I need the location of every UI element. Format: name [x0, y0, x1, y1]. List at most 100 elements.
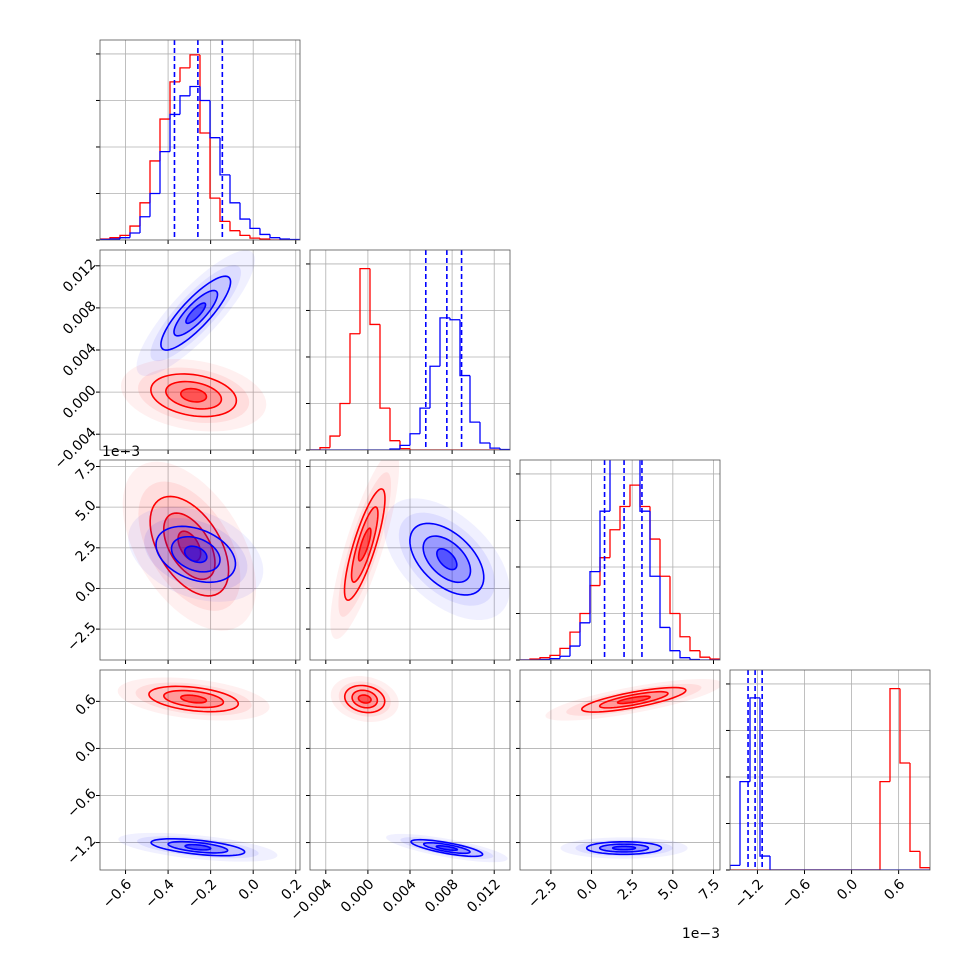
hist-bin [219, 198, 230, 223]
contour [410, 838, 484, 858]
hist-bin [289, 238, 300, 240]
hist-bin [199, 54, 210, 134]
hist-bin [499, 448, 510, 450]
hist-bin [209, 100, 220, 139]
panel [306, 459, 511, 664]
sample-cloud [545, 678, 720, 721]
panel-frame [99, 459, 301, 661]
hist-bin [730, 864, 740, 870]
y-tick-label: 0.0 [73, 739, 100, 766]
hist-bin [689, 636, 700, 652]
hist-bin [219, 137, 230, 176]
hist-bin [629, 484, 640, 507]
panel-frame [99, 669, 301, 871]
hist-bin [169, 113, 180, 152]
y-tick-label: −2.5 [64, 619, 99, 654]
y-tick-label: 5.0 [73, 497, 100, 524]
x-tick-label: 0.6 [881, 876, 908, 903]
contour [611, 845, 637, 851]
sample-cloud [386, 833, 508, 863]
sample-cloud [566, 683, 702, 716]
contour [357, 694, 372, 704]
hist-bin [639, 460, 650, 512]
hist-bin [349, 333, 360, 404]
hist-bin [599, 510, 610, 572]
x-tick-label: 0.0 [574, 876, 601, 903]
panel-frame [519, 669, 721, 871]
hist-bin [739, 780, 750, 866]
panel-frame [99, 249, 301, 451]
hist-bin [179, 67, 190, 82]
hist-bin [409, 433, 420, 446]
hist-bin [459, 319, 470, 377]
contour [598, 843, 650, 853]
panel-frame [729, 669, 931, 871]
contour [598, 690, 669, 709]
panel-content [100, 670, 300, 870]
sample-cloud [135, 682, 252, 716]
hist-bin [689, 657, 700, 660]
hist-bin [119, 234, 130, 238]
panel-frame [519, 459, 721, 661]
hist-bin [709, 657, 720, 660]
hist-bin [149, 192, 160, 217]
y-tick-label: 0.008 [60, 298, 100, 338]
y-tick-label: 0.012 [60, 256, 100, 296]
hist-bin [609, 460, 611, 512]
panel-content [730, 670, 930, 870]
hist-bin [139, 216, 150, 234]
hist-bin [469, 375, 480, 423]
contour [165, 380, 223, 410]
x-tick-label: 0.000 [338, 876, 378, 916]
hist-bin [449, 317, 460, 321]
sample-cloud [398, 512, 495, 606]
hist-bin [669, 627, 680, 652]
hist-bin [539, 657, 550, 660]
x-tick-label: −0.4 [142, 876, 177, 911]
hist-bin [429, 365, 440, 409]
x-tick-label: 0.012 [464, 876, 504, 916]
hist-bin [679, 613, 690, 638]
hist-bin [569, 631, 580, 649]
hist-bin [899, 688, 910, 764]
y-tick-label: 7.5 [73, 457, 100, 484]
sample-cloud [144, 517, 248, 591]
contour [184, 843, 212, 851]
contour [422, 535, 472, 584]
panel [516, 459, 721, 664]
contour [422, 841, 471, 855]
panel-content [100, 250, 300, 450]
x-tick-label: −0.6 [779, 876, 814, 911]
panel-frame [309, 459, 511, 661]
panel: −2.5 0.0 2.5 5.0 7.5 [64, 457, 301, 664]
contour [350, 506, 379, 583]
hist-bin [909, 763, 920, 853]
hist-bin [249, 219, 260, 230]
hist-bin [889, 687, 900, 782]
contour [160, 275, 232, 351]
x-tick-label: 0.0 [236, 876, 263, 903]
hist-bin [579, 622, 590, 647]
x-tick-label: −0.6 [100, 876, 135, 911]
sample-cloud [330, 460, 400, 640]
hist-bin [179, 95, 190, 115]
sample-cloud [384, 498, 510, 620]
hist-bin [339, 402, 350, 437]
panel-content [100, 460, 300, 660]
hist-bin [199, 86, 210, 102]
hist-bin [679, 650, 690, 659]
panel: −2.5 0.0 2.5 5.0 7.5 [516, 669, 723, 912]
hist-bin [329, 435, 340, 448]
contour [409, 522, 485, 596]
hist-bin [359, 267, 370, 334]
x-tick-label: 7.5 [696, 876, 723, 903]
panel-content [310, 670, 510, 870]
x-tick-label: 5.0 [655, 876, 682, 903]
hist-bin [239, 202, 250, 220]
hist-bin [769, 856, 780, 870]
hist-bin [749, 697, 760, 782]
hist-bin [189, 85, 200, 96]
